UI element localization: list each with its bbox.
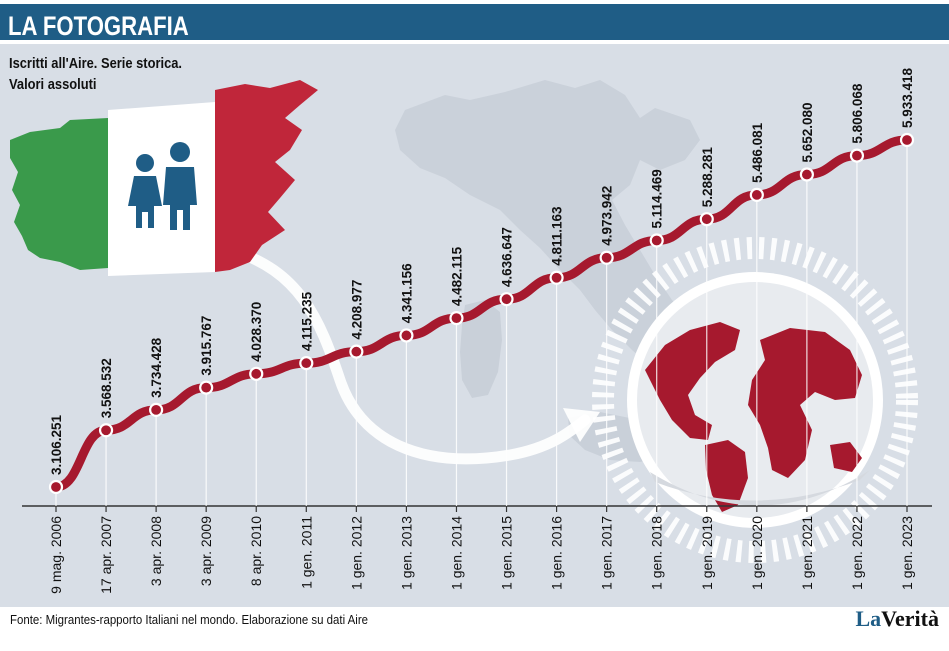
category-label: 1 gen. 2015 <box>499 516 515 590</box>
category-label: 1 gen. 2013 <box>398 516 414 590</box>
category-label: 1 gen. 2014 <box>448 516 464 590</box>
arrowhead-icon <box>563 408 600 442</box>
data-point <box>48 479 64 495</box>
data-point <box>799 167 814 182</box>
arrow-icon <box>224 244 591 465</box>
chart-subtitle: Iscritti all'Aire. Serie storica. Valori… <box>9 53 233 95</box>
header-title: LA FOTOGRAFIA <box>8 11 189 41</box>
category-label: 1 gen. 2019 <box>699 516 715 590</box>
category-label: 8 apr. 2010 <box>248 516 264 586</box>
data-point <box>249 366 264 381</box>
data-point <box>299 356 314 371</box>
data-point <box>98 423 114 438</box>
category-label: 1 gen. 2017 <box>599 516 615 590</box>
value-label: 5.806.068 <box>850 83 865 144</box>
data-point <box>749 187 764 203</box>
value-label: 5.114.469 <box>650 169 665 228</box>
data-point <box>599 250 614 265</box>
value-label: 4.115.235 <box>299 291 314 351</box>
source-note: Fonte: Migrantes-rapporto Italiani nel m… <box>10 612 369 627</box>
series-line <box>51 135 912 492</box>
value-label: 5.486.081 <box>750 122 765 183</box>
brand-logo: LaVerità <box>855 606 939 632</box>
value-label: 4.482.115 <box>449 246 464 306</box>
header: LA FOTOGRAFIA <box>0 0 949 44</box>
data-point <box>149 402 164 417</box>
value-label: 4.636.647 <box>500 227 515 287</box>
category-label: 1 gen. 2022 <box>849 516 865 590</box>
data-point <box>449 311 464 326</box>
category-label: 1 gen. 2018 <box>649 516 665 590</box>
value-label: 5.652.080 <box>800 102 815 162</box>
subtitle-line-2: Valori assoluti <box>9 76 97 93</box>
data-point <box>849 148 865 163</box>
value-label: 5.933.418 <box>900 67 915 128</box>
data-point <box>549 270 564 285</box>
value-label: 5.288.281 <box>700 147 715 208</box>
data-point <box>649 233 664 248</box>
value-label: 3.106.251 <box>49 414 64 475</box>
data-point <box>899 132 915 148</box>
value-label: 4.341.156 <box>399 263 414 324</box>
value-label: 3.568.532 <box>99 358 114 418</box>
category-label: 17 apr. 2007 <box>98 516 114 594</box>
data-point <box>399 328 414 343</box>
category-label: 1 gen. 2023 <box>899 516 915 590</box>
brand-verita: Verità <box>881 606 939 631</box>
value-label: 4.811.163 <box>550 206 565 266</box>
data-point <box>199 380 214 395</box>
header-bar: LA FOTOGRAFIA <box>0 4 949 41</box>
value-label: 3.915.767 <box>199 316 214 376</box>
brand-la: La <box>855 606 882 631</box>
people-icon <box>128 142 197 230</box>
category-label: 3 apr. 2008 <box>148 516 164 586</box>
data-point <box>349 344 364 359</box>
category-label: 1 gen. 2016 <box>549 516 565 590</box>
flag-icon <box>10 80 318 276</box>
subtitle-line-1: Iscritti all'Aire. Serie storica. <box>9 55 183 72</box>
value-label: 4.973.942 <box>600 186 615 246</box>
data-point <box>699 212 714 227</box>
value-label: 4.028.370 <box>249 302 264 362</box>
category-label: 1 gen. 2020 <box>749 516 765 590</box>
data-point <box>499 292 514 307</box>
category-label: 3 apr. 2009 <box>198 516 214 586</box>
category-label: 1 gen. 2011 <box>298 516 314 589</box>
category-label: 1 gen. 2021 <box>799 516 815 590</box>
value-label: 3.734.428 <box>149 337 164 398</box>
category-label: 9 mag. 2006 <box>48 516 64 594</box>
category-label: 1 gen. 2012 <box>348 516 364 590</box>
value-label: 4.208.977 <box>349 280 364 340</box>
